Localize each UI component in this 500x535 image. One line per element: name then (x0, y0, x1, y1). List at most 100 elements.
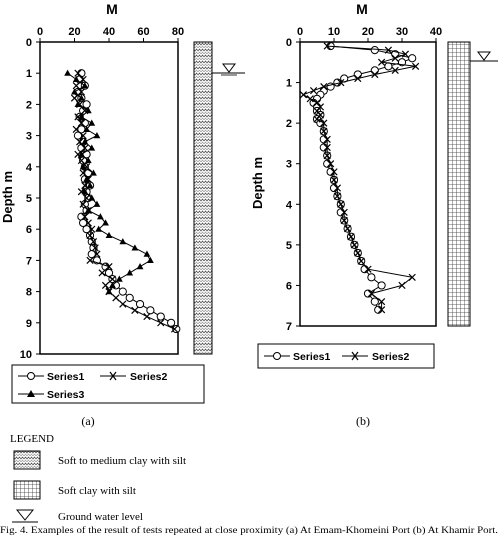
panel-b-series-2-point (408, 273, 416, 281)
panel-a-series-3-point (88, 144, 96, 151)
panel-a-water-level-triangle-icon (222, 63, 236, 73)
panel-b-series-1-point (377, 281, 386, 290)
panel-b-series-2-point (333, 184, 342, 192)
panel-b-x-axis-title: M (356, 1, 368, 17)
panel-a-series-3-point (115, 275, 123, 282)
panel-a-series-1-point (167, 318, 176, 327)
panel-b-label: (b) (356, 414, 370, 428)
panel-a-series-3-point (79, 163, 87, 170)
y-tick-label: 0 (26, 37, 32, 49)
panel-b-series-2-point (398, 281, 406, 290)
panel-a-series-3-point (83, 125, 90, 132)
panel-b-series-1-point (370, 297, 379, 306)
panel-a-series-3 (64, 69, 154, 295)
panel-b-series-1-point (374, 305, 383, 314)
panel-a-series-2-point (88, 225, 96, 233)
panel-b-series-2-point (371, 70, 379, 79)
x-tick-label: 0 (37, 26, 43, 38)
panel-a-series-3-point (78, 150, 85, 157)
panel-a-series-2-point (93, 250, 101, 258)
x-tick-label: 0 (297, 26, 303, 38)
panel-a-series-2-point (72, 125, 80, 133)
panel-b-series-2-point (367, 289, 376, 298)
panel-a-series-3-point (93, 200, 101, 207)
legend-item-label: Soft clay with silt (58, 485, 136, 497)
panel-a-series-1-point (135, 299, 145, 309)
panel-a-series-2-point (98, 269, 106, 277)
y-tick-label: 3 (286, 159, 292, 171)
x-tick-label: 40 (430, 26, 442, 38)
panel-a-series-1-point (146, 306, 155, 315)
y-tick-label: 0 (286, 37, 292, 49)
ground-water-triangle-icon (15, 509, 35, 521)
panel-a-series-2-point (79, 200, 87, 208)
panel-a-series-1-point (73, 131, 83, 140)
panel-a-series-2-point (105, 263, 113, 271)
panel-a-series-2-point (77, 119, 86, 127)
panel-a-x-ticks: 0 20 40 60 80 (37, 26, 184, 42)
panel-a-series-1-point (118, 287, 127, 296)
panel-a-series-3-point (93, 132, 101, 139)
panel-a-label: (a) (81, 414, 94, 428)
legend-item-label: Soft to medium clay with silt (58, 455, 186, 467)
y-tick-label: 10 (20, 349, 32, 361)
panel-b-series-2-point (330, 176, 338, 184)
panel-a-series-2-point (119, 300, 127, 308)
panel-a-series-2-point (91, 244, 99, 252)
panel-a-series-3-point (84, 156, 92, 164)
legend-label: Series2 (130, 371, 168, 383)
panel-a-series-3-point (109, 281, 116, 288)
y-tick-label: 5 (26, 193, 32, 205)
panel-b-series-2-point (384, 46, 393, 54)
panel-b-series-2-point (320, 83, 328, 91)
panel-a-series-1-point (156, 312, 165, 321)
panel-a-series-2-point (77, 156, 86, 165)
panel-b-series-1 (309, 41, 417, 314)
soil-legend: LEGEND Soft to medium clay with silt Sof… (10, 433, 186, 523)
y-tick-label: 4 (26, 162, 33, 174)
panel-b-series-2-point (337, 200, 345, 208)
panel-a-series-3-point (84, 107, 92, 114)
panel-b-series-1-point (353, 70, 362, 79)
panel-a-series-3-point (119, 238, 127, 245)
panel-a-series-3-point (81, 188, 89, 195)
y-tick-label: 5 (286, 240, 292, 252)
legend-title: LEGEND (10, 433, 54, 445)
panel-a-series-3-point (95, 225, 103, 232)
panel-a-series-2-point (143, 312, 151, 321)
legend-label: Series2 (372, 351, 410, 363)
y-tick-label: 3 (26, 131, 32, 143)
y-tick-label: 7 (286, 321, 292, 333)
panel-a-series-1-point (125, 293, 134, 302)
panel-b-series-2-point (299, 91, 308, 99)
panel-b-series-2-point (357, 257, 365, 265)
panel-b-series-2-point (337, 78, 345, 87)
panel-a-series-2-point (79, 131, 87, 140)
panel-a-series-3-point (74, 100, 82, 107)
panel-a-series-3-point (64, 69, 71, 76)
panel-b-legend-series1: Series1 (264, 351, 331, 363)
x-tick-label: 20 (362, 26, 374, 38)
panel-a-series-3-point (147, 256, 154, 263)
panel-a-y-axis-title: Depth m (0, 171, 15, 223)
x-tick-label: 10 (328, 26, 340, 38)
y-tick-label: 6 (26, 224, 32, 236)
panel-a-series-3-point (105, 288, 113, 295)
panel-a-series-2-point (108, 275, 117, 283)
panel-b-series-2-point (401, 50, 410, 58)
panel-a-series-3-point (78, 113, 85, 120)
y-tick-label: 7 (26, 255, 32, 267)
panel-b-series-2-point (354, 74, 362, 83)
y-tick-label: 1 (26, 68, 32, 80)
panel-b-series-2-point (377, 298, 386, 306)
panel-a-series-2-point (81, 213, 89, 221)
panel-a-series-3-point (71, 88, 78, 95)
panel-b-x-ticks: 0 10 20 30 40 (297, 26, 442, 42)
panel-b-water-level-triangle-icon (477, 51, 491, 61)
y-tick-label: 6 (286, 280, 292, 292)
panel-a-series-3-point (78, 94, 85, 101)
panel-a-series-3-point (88, 119, 96, 126)
panel-b-series-2-point (330, 168, 338, 176)
panel-a-series-2-point (84, 219, 92, 227)
